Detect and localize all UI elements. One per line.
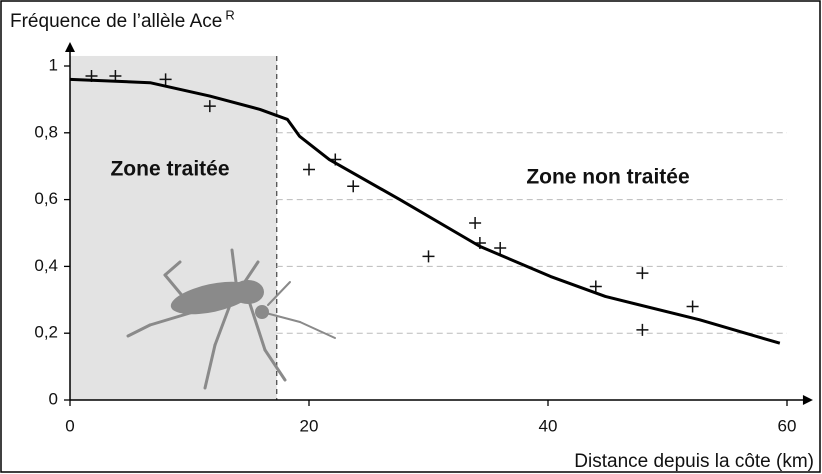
y-axis-label: Fréquence de l’allèle Ace xyxy=(10,11,222,32)
point xyxy=(469,216,482,229)
point xyxy=(159,73,172,86)
y-tick-label: 0,2 xyxy=(34,323,58,342)
point-cross xyxy=(469,216,482,229)
point xyxy=(686,300,699,313)
treated-zone xyxy=(70,55,277,400)
y-tick-label: 0 xyxy=(49,389,58,408)
background-layer xyxy=(70,55,787,400)
zone-label: Zone traitée xyxy=(110,158,229,181)
trend-line xyxy=(69,77,781,345)
zone-label: Zone non traitée xyxy=(526,166,689,189)
x-tick-label: 0 xyxy=(65,416,74,435)
y-axis-arrow xyxy=(65,41,75,52)
point-cross xyxy=(686,300,699,313)
point xyxy=(494,242,507,255)
point-cross xyxy=(589,280,602,293)
x-tick-label: 40 xyxy=(539,416,558,435)
point-cross xyxy=(347,180,360,193)
point-cross xyxy=(203,100,216,113)
point-cross xyxy=(159,73,172,86)
point-cross xyxy=(636,323,649,336)
point xyxy=(303,163,315,176)
point xyxy=(203,100,216,113)
point xyxy=(589,280,602,293)
x-axis-arrow xyxy=(802,395,813,405)
point xyxy=(347,180,360,193)
point-cross xyxy=(494,242,507,255)
y-tick-label: 0,4 xyxy=(34,256,58,275)
y-tick-label: 1 xyxy=(49,55,58,74)
x-tick-label: 20 xyxy=(300,416,319,435)
point-cross xyxy=(636,267,649,280)
x-axis-label: Distance depuis la côte (km) xyxy=(574,451,814,472)
point xyxy=(636,323,649,336)
x-tick-label: 60 xyxy=(778,416,797,435)
y-tick-label: 0,8 xyxy=(34,122,58,141)
y-tick-label: 0,6 xyxy=(34,189,58,208)
point-cross xyxy=(303,163,315,176)
point xyxy=(636,267,649,280)
mosquito-illustration xyxy=(126,248,336,390)
point-cross xyxy=(422,250,435,263)
point xyxy=(422,250,435,263)
y-axis-label-superscript: R xyxy=(225,7,234,22)
